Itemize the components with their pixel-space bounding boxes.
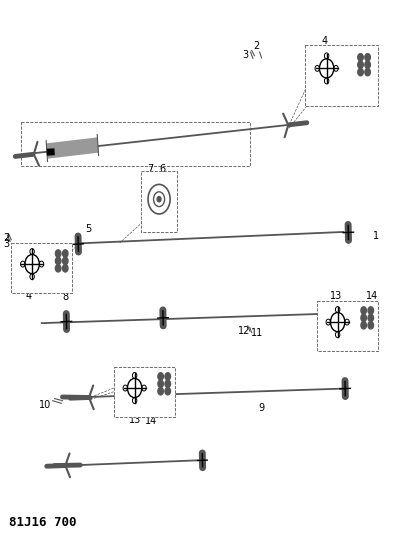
Circle shape [358, 68, 363, 76]
Circle shape [361, 314, 366, 321]
Circle shape [62, 257, 68, 264]
Bar [114, 367, 175, 417]
Text: 8: 8 [62, 292, 68, 302]
Bar [21, 122, 250, 166]
Text: 13: 13 [330, 290, 343, 301]
Circle shape [365, 68, 370, 76]
Text: 8: 8 [369, 49, 375, 59]
Circle shape [158, 380, 164, 387]
Text: 3: 3 [243, 50, 249, 60]
Text: 11: 11 [251, 328, 263, 337]
Circle shape [56, 264, 61, 272]
Text: 12: 12 [238, 326, 250, 336]
Circle shape [358, 61, 363, 68]
Bar [317, 301, 378, 351]
Text: 2: 2 [3, 233, 9, 243]
Text: 1: 1 [373, 231, 379, 241]
Circle shape [165, 380, 170, 387]
Text: 7: 7 [147, 164, 154, 174]
Circle shape [158, 373, 164, 380]
Circle shape [368, 307, 374, 314]
Circle shape [56, 250, 61, 257]
Text: 81J16 700: 81J16 700 [9, 516, 77, 529]
Circle shape [165, 387, 170, 395]
Circle shape [165, 373, 170, 380]
Circle shape [361, 307, 366, 314]
Text: 13: 13 [129, 415, 142, 425]
Text: 4: 4 [322, 36, 328, 46]
Bar [11, 243, 72, 293]
Text: 6: 6 [159, 164, 165, 174]
Circle shape [368, 321, 374, 329]
Text: 14: 14 [145, 416, 157, 426]
Text: 3: 3 [3, 239, 9, 249]
Text: 9: 9 [258, 402, 265, 413]
Circle shape [365, 54, 370, 61]
Circle shape [365, 61, 370, 68]
Text: 5: 5 [85, 224, 91, 235]
Circle shape [158, 387, 164, 395]
Circle shape [358, 54, 363, 61]
Text: 4: 4 [26, 290, 32, 301]
Circle shape [62, 250, 68, 257]
Bar [305, 45, 378, 106]
Text: 14: 14 [366, 290, 378, 301]
Circle shape [368, 314, 374, 321]
Text: 10: 10 [39, 400, 51, 410]
Circle shape [56, 257, 61, 264]
Circle shape [361, 321, 366, 329]
Text: 2: 2 [254, 41, 260, 51]
Circle shape [62, 264, 68, 272]
Bar [141, 171, 177, 232]
Circle shape [157, 197, 161, 202]
